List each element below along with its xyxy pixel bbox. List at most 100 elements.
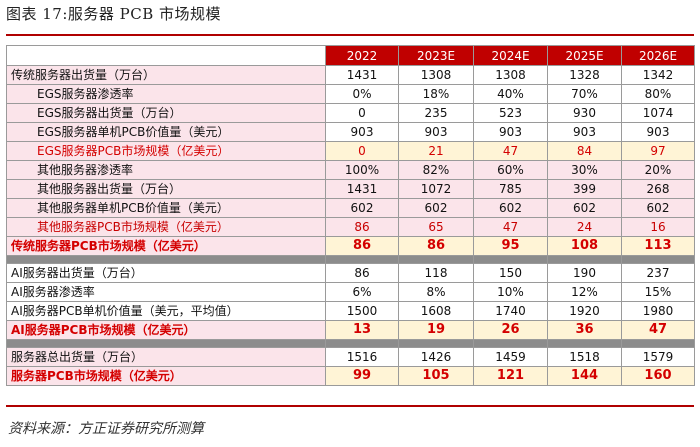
table-row: 其他服务器渗透率 100% 82% 60% 30% 20% (6, 160, 695, 180)
row-label: EGS服务器渗透率 (6, 84, 326, 104)
cell: 1431 (325, 179, 399, 199)
cell: 113 (621, 236, 695, 256)
cell: 602 (547, 198, 622, 218)
cell: 13 (325, 320, 399, 340)
table-row: AI服务器渗透率 6% 8% 10% 12% 15% (6, 282, 695, 302)
row-label: 传统服务器出货量（万台） (6, 65, 326, 85)
cell: 1980 (621, 301, 695, 321)
table-total-row: 传统服务器PCB市场规模（亿美元） 86 86 95 108 113 (6, 236, 695, 256)
header-blank (6, 45, 326, 66)
bottom-rule (6, 405, 694, 407)
cell: 99 (325, 366, 399, 386)
cell: 12% (547, 282, 622, 302)
table-row: AI服务器PCB单机价值量（美元，平均值） 1500 1608 1740 192… (6, 301, 695, 321)
year-header: 2023E (398, 45, 474, 66)
cell: 1308 (473, 65, 548, 85)
cell: 105 (398, 366, 474, 386)
source-note: 资料来源：方正证券研究所测算 (8, 421, 204, 437)
cell: 40% (473, 84, 548, 104)
cell: 903 (547, 122, 622, 142)
cell: 1342 (621, 65, 695, 85)
cell: 26 (473, 320, 548, 340)
cell: 785 (473, 179, 548, 199)
cell: 84 (547, 141, 622, 161)
cell: 237 (621, 263, 695, 283)
cell: 100% (325, 160, 399, 180)
year-header: 2024E (473, 45, 548, 66)
cell: 47 (621, 320, 695, 340)
table-row: EGS服务器渗透率 0% 18% 40% 70% 80% (6, 84, 695, 104)
row-label: EGS服务器PCB市场规模（亿美元） (6, 141, 326, 161)
row-label: EGS服务器出货量（万台） (6, 103, 326, 123)
cell: 6% (325, 282, 399, 302)
cell: 190 (547, 263, 622, 283)
cell: 903 (621, 122, 695, 142)
row-label: 其他服务器PCB市场规模（亿美元） (6, 217, 326, 237)
cell: 903 (473, 122, 548, 142)
cell: 1431 (325, 65, 399, 85)
cell: 18% (398, 84, 474, 104)
cell: 20% (621, 160, 695, 180)
cell: 47 (473, 217, 548, 237)
cell: 0 (325, 103, 399, 123)
cell: 86 (398, 236, 474, 256)
cell: 0% (325, 84, 399, 104)
cell: 602 (621, 198, 695, 218)
cell: 36 (547, 320, 622, 340)
pcb-market-table: 2022 2023E 2024E 2025E 2026E 传统服务器出货量（万台… (6, 45, 695, 386)
cell: 1328 (547, 65, 622, 85)
cell: 930 (547, 103, 622, 123)
cell: 95 (473, 236, 548, 256)
row-label: 传统服务器PCB市场规模（亿美元） (6, 236, 326, 256)
table-row-highlight: EGS服务器PCB市场规模（亿美元） 0 21 47 84 97 (6, 141, 695, 161)
section-separator (6, 339, 695, 348)
cell: 903 (398, 122, 474, 142)
cell: 1426 (398, 347, 474, 367)
table-row: 其他服务器出货量（万台） 1431 1072 785 399 268 (6, 179, 695, 199)
row-label: EGS服务器单机PCB价值量（美元） (6, 122, 326, 142)
cell: 602 (398, 198, 474, 218)
cell: 121 (473, 366, 548, 386)
figure-title: 图表 17:服务器 PCB 市场规模 (6, 5, 222, 23)
cell: 1516 (325, 347, 399, 367)
table-total-row: 服务器PCB市场规模（亿美元） 99 105 121 144 160 (6, 366, 695, 386)
section-separator (6, 255, 695, 264)
top-rule (6, 34, 694, 36)
table-row: 传统服务器出货量（万台） 1431 1308 1308 1328 1342 (6, 65, 695, 85)
cell: 70% (547, 84, 622, 104)
cell: 268 (621, 179, 695, 199)
cell: 399 (547, 179, 622, 199)
table-row: EGS服务器单机PCB价值量（美元） 903 903 903 903 903 (6, 122, 695, 142)
table-row-highlight: 其他服务器PCB市场规模（亿美元） 86 65 47 24 16 (6, 217, 695, 237)
cell: 0 (325, 141, 399, 161)
cell: 82% (398, 160, 474, 180)
cell: 1500 (325, 301, 399, 321)
cell: 10% (473, 282, 548, 302)
cell: 80% (621, 84, 695, 104)
cell: 86 (325, 263, 399, 283)
cell: 60% (473, 160, 548, 180)
year-header: 2022 (325, 45, 399, 66)
cell: 16 (621, 217, 695, 237)
cell: 65 (398, 217, 474, 237)
cell: 144 (547, 366, 622, 386)
cell: 602 (473, 198, 548, 218)
table-row: 服务器总出货量（万台） 1516 1426 1459 1518 1579 (6, 347, 695, 367)
row-label: AI服务器渗透率 (6, 282, 326, 302)
cell: 160 (621, 366, 695, 386)
cell: 108 (547, 236, 622, 256)
cell: 86 (325, 217, 399, 237)
cell: 8% (398, 282, 474, 302)
cell: 1518 (547, 347, 622, 367)
table-total-row: AI服务器PCB市场规模（亿美元） 13 19 26 36 47 (6, 320, 695, 340)
cell: 1308 (398, 65, 474, 85)
row-label: 其他服务器渗透率 (6, 160, 326, 180)
cell: 15% (621, 282, 695, 302)
row-label: AI服务器PCB市场规模（亿美元） (6, 320, 326, 340)
cell: 1608 (398, 301, 474, 321)
cell: 1740 (473, 301, 548, 321)
cell: 150 (473, 263, 548, 283)
header-row: 2022 2023E 2024E 2025E 2026E (6, 45, 695, 66)
cell: 21 (398, 141, 474, 161)
year-header: 2026E (621, 45, 695, 66)
